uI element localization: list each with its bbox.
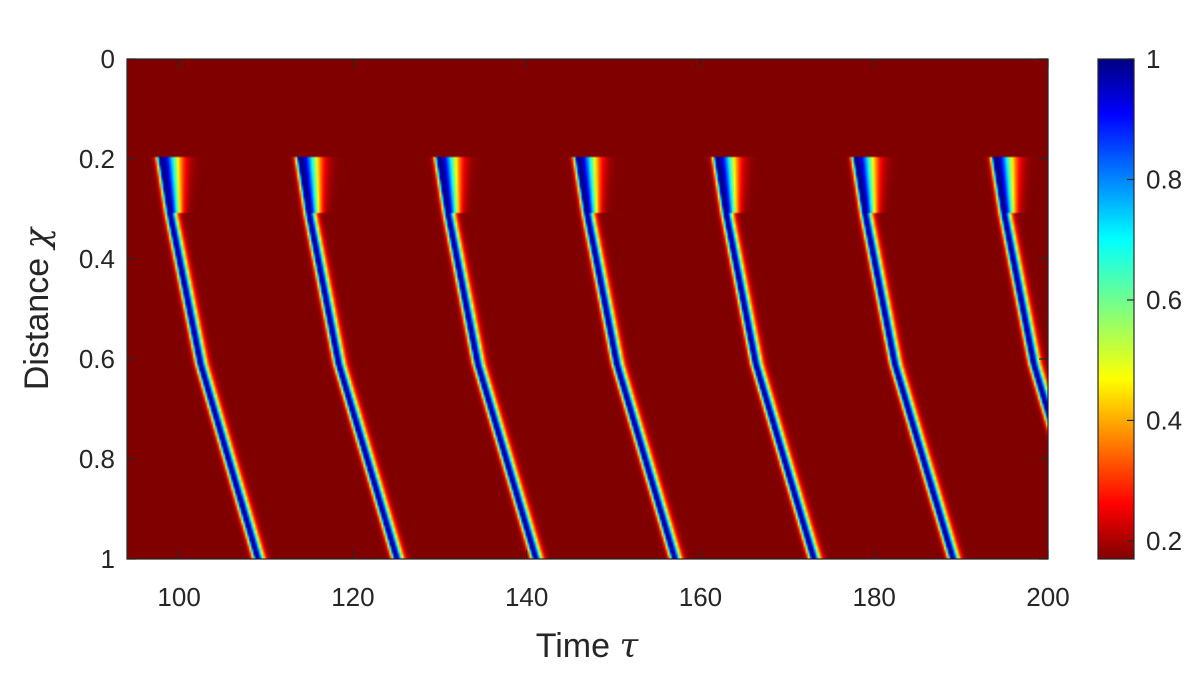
y-tick-label: 0.8 <box>79 444 115 474</box>
y-tick-label: 0.6 <box>79 344 115 374</box>
colorbar-tick-label: 0.4 <box>1146 405 1182 435</box>
x-axis-symbol: τ <box>619 626 639 666</box>
x-tick-label: 160 <box>679 582 722 612</box>
plot-area <box>126 58 1049 560</box>
y-axis-label: Distance <box>18 258 56 390</box>
heatmap-image <box>127 59 1048 559</box>
y-axis-ticks: 0 0.2 0.4 0.6 0.8 1 <box>79 44 1048 574</box>
colorbar-tick-label: 0.6 <box>1146 285 1182 315</box>
colorbar-tick-label: 1 <box>1146 44 1160 74</box>
y-tick-label: 0.4 <box>79 244 115 274</box>
x-tick-label: 140 <box>505 582 548 612</box>
x-tick-label: 200 <box>1026 582 1069 612</box>
colorbar: 0.2 0.4 0.6 0.8 1 <box>1097 44 1182 560</box>
x-axis-label: Time <box>536 627 610 665</box>
colorbar-tick-label: 0.2 <box>1146 526 1182 556</box>
x-axis-ticks: 100 120 140 160 180 200 <box>157 59 1070 612</box>
y-tick-label: 0 <box>101 44 115 74</box>
x-tick-label: 180 <box>853 582 896 612</box>
colorbar-tick-label: 0.8 <box>1146 164 1182 194</box>
y-axis-symbol: χ <box>17 225 57 250</box>
x-axis-title: Time τ <box>536 626 640 666</box>
x-tick-label: 120 <box>331 582 374 612</box>
colorbar-ticks: 0.2 0.4 0.6 0.8 1 <box>1127 44 1182 556</box>
x-tick-label: 100 <box>157 582 200 612</box>
colorbar-gradient <box>1097 58 1135 560</box>
y-axis-title: Distance χ <box>17 225 57 390</box>
y-tick-label: 0.2 <box>79 144 115 174</box>
y-tick-label: 1 <box>101 544 115 574</box>
plot-frame <box>126 58 1049 560</box>
